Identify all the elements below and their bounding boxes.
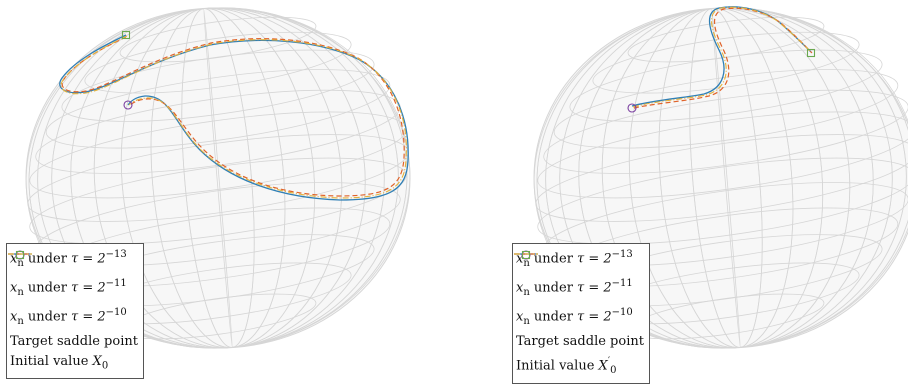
latitude-line [84, 31, 352, 94]
trajectory-tau-2-13 [631, 6, 812, 107]
latitude-line [543, 89, 908, 174]
initial-value-marker [806, 48, 816, 58]
latitude-line [61, 49, 375, 122]
legend-label: xn under τ = 2−13 [516, 245, 633, 274]
latitude-line [537, 111, 908, 199]
legend-label-text: Target saddle point [516, 333, 644, 349]
legend-label-symbol: τ = 2 [577, 309, 612, 325]
left-legend: xn under τ = 2−13 xn under τ = 2−11 xn und… [6, 243, 144, 380]
legend-label-text: under [529, 251, 578, 267]
legend-label-subscript: 0 [610, 364, 617, 376]
legend-label-variable: x [10, 309, 18, 325]
latitude-line [119, 16, 317, 63]
legend-label: Target saddle point [516, 332, 644, 352]
legend-label-subscript: n [17, 315, 24, 327]
legend-entry: Initial value X0 [10, 250, 138, 377]
legend-key [15, 250, 25, 260]
legend-label-variable: x [10, 251, 18, 267]
legend-key [514, 253, 538, 255]
trajectory-tau-2-10 [632, 6, 812, 108]
legend-label-symbol: τ = 2 [577, 280, 612, 296]
legend-label-prime: ′ [607, 355, 611, 367]
target-saddle-point-marker [627, 103, 637, 113]
legend-label-subscript: 0 [101, 360, 109, 372]
legend-label-variable: x [516, 280, 524, 296]
latitude-line [45, 69, 391, 149]
legend-entry: Target saddle point [516, 250, 644, 352]
legend-entry: Target saddle point [10, 250, 138, 352]
legend-label-variable: X [92, 353, 102, 369]
legend-label-exponent: −11 [105, 277, 127, 289]
legend-entry: xn under τ = 2−13 [514, 245, 644, 274]
legend-label-variable: x [516, 251, 524, 267]
legend-label-exponent: −11 [611, 277, 633, 289]
legend-label-exponent: −13 [611, 249, 633, 260]
legend-entry: xn under τ = 2−11 [514, 253, 644, 303]
legend-label-exponent: −10 [105, 306, 127, 318]
legend-label-variable: x [10, 280, 18, 296]
legend-label-text: under [529, 309, 578, 325]
legend-label-text: under [529, 280, 578, 296]
legend-label-symbol: τ = 2 [71, 280, 106, 296]
latitude-line [553, 69, 899, 149]
legend-label-exponent: −13 [105, 249, 127, 260]
legend-label: xn under τ = 2−11 [516, 274, 633, 303]
left-panel: xn under τ = 2−13 xn under τ = 2−11 xn und… [0, 0, 454, 380]
legend-square-swatch [15, 250, 25, 260]
legend-entry: xn under τ = 2−10 [514, 253, 644, 332]
legend-label: xn under τ = 2−13 [10, 245, 127, 274]
legend-entry: Initial value X′0 [516, 250, 644, 381]
legend-square-swatch [521, 250, 531, 260]
legend-entry: xn under τ = 2−11 [8, 253, 138, 303]
longitude-line [536, 7, 908, 349]
legend-label-subscript: n [523, 315, 530, 327]
legend-label-text: under [23, 251, 72, 267]
legend-label-subscript: n [523, 257, 530, 269]
latitude-line [627, 16, 825, 63]
legend-label-symbol: τ = 2 [577, 251, 612, 267]
legend-label-subscript: n [17, 286, 24, 298]
legend-label-subscript: n [17, 257, 24, 269]
legend-label-symbol: τ = 2 [71, 251, 106, 267]
legend-label: xn under τ = 2−11 [10, 274, 127, 303]
legend-label-text: under [23, 309, 72, 325]
legend-label-text: Initial value [10, 353, 93, 369]
trajectory-tau-2-10 [60, 35, 407, 199]
latitude-line [537, 157, 908, 245]
right-panel: xn under τ = 2−13 xn under τ = 2−11 xn und… [454, 0, 908, 384]
legend-label: xn under τ = 2−10 [516, 303, 633, 332]
trajectory-tau-2-11 [633, 7, 813, 109]
legend-label-text: under [23, 280, 72, 296]
legend-label: Initial value X′0 [516, 352, 616, 381]
legend-label-symbol: τ = 2 [71, 309, 106, 325]
legend-entry: xn under τ = 2−10 [8, 253, 138, 332]
legend-label: Target saddle point [10, 332, 138, 352]
legend-key [521, 250, 531, 260]
right-legend: xn under τ = 2−13 xn under τ = 2−11 xn und… [512, 243, 650, 384]
legend-label: xn under τ = 2−10 [10, 303, 127, 332]
legend-key [8, 253, 32, 255]
longitude-line [28, 7, 408, 349]
trajectory-tau-2-11 [61, 36, 405, 197]
target-saddle-point-marker [123, 100, 133, 110]
legend-label-variable: X [598, 358, 608, 374]
legend-label-text: Initial value [516, 358, 599, 374]
legend-label-text: Target saddle point [10, 333, 138, 349]
legend-label-exponent: −10 [611, 306, 633, 318]
legend-label-subscript: n [523, 286, 530, 298]
legend-label: Initial value X0 [10, 352, 108, 377]
latitude-line [592, 31, 860, 94]
initial-value-marker [121, 30, 131, 40]
legend-label-variable: x [516, 309, 524, 325]
